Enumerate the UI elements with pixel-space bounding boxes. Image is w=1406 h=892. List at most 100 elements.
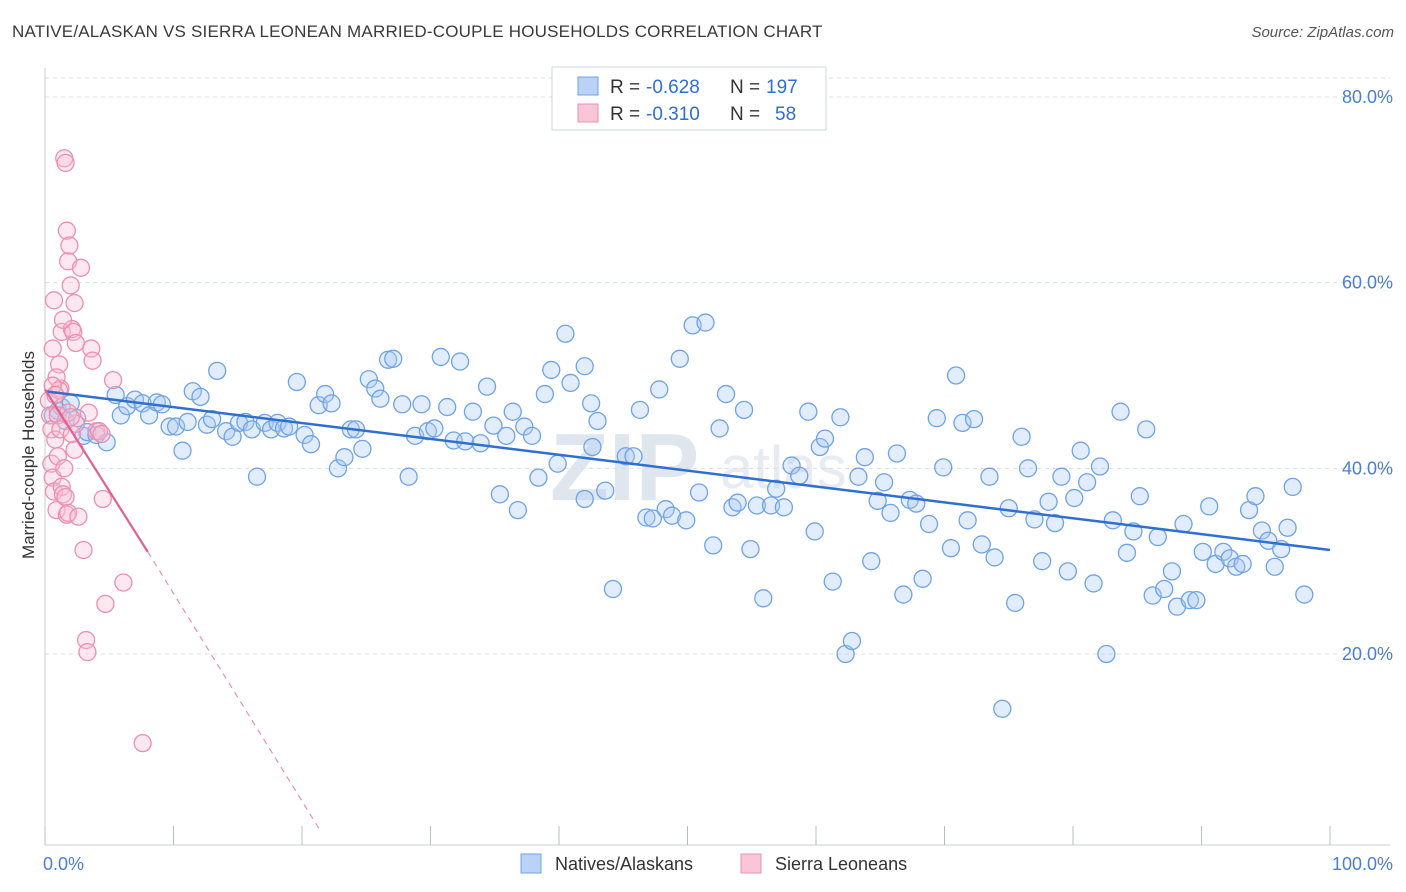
y-tick-label: 40.0% (1342, 458, 1393, 478)
point-natives (359, 370, 378, 389)
point-sierra (74, 540, 93, 560)
point-natives (450, 352, 470, 371)
point-natives (1065, 488, 1084, 508)
point-natives (1143, 586, 1162, 605)
point-natives (754, 589, 773, 608)
point-natives (710, 419, 729, 438)
point-natives (1012, 427, 1031, 446)
point-natives (208, 361, 227, 381)
point-natives (1058, 562, 1078, 581)
point-natives (799, 402, 818, 421)
point-natives (178, 412, 197, 432)
point-natives (887, 444, 907, 463)
legend-r-value-2: -0.310 (646, 104, 700, 125)
point-natives (980, 467, 999, 486)
point-sierra (40, 406, 60, 425)
point-natives (535, 384, 555, 404)
point-natives (412, 395, 431, 414)
legend-n-label-2: N = (730, 104, 760, 125)
point-natives (1155, 579, 1174, 599)
point-sierra (56, 487, 75, 507)
point-natives (704, 536, 723, 555)
point-natives (399, 467, 418, 486)
point-natives (1077, 473, 1097, 492)
point-natives (583, 437, 602, 457)
point-natives (247, 467, 267, 486)
point-natives (160, 417, 179, 436)
legend-r-label-1: R = (610, 77, 640, 98)
point-natives (964, 409, 984, 429)
point-natives (1097, 644, 1116, 664)
point-sierra (83, 351, 102, 370)
point-natives (815, 429, 835, 448)
point-natives (919, 514, 939, 534)
x-tick-label-min: 0.0% (43, 854, 84, 874)
point-natives (958, 511, 977, 530)
point-sierra (65, 293, 84, 313)
point-natives (1018, 459, 1038, 478)
point-natives (1148, 527, 1167, 547)
point-natives (378, 350, 398, 369)
point-sierra (52, 477, 71, 497)
point-sierra (58, 503, 78, 523)
point-natives (315, 384, 335, 404)
point-natives (1006, 593, 1025, 613)
bottom-legend-natives: Natives/Alaskans (555, 854, 693, 874)
point-natives (484, 416, 503, 435)
point-natives (728, 493, 747, 512)
point-natives (335, 448, 354, 467)
point-natives (581, 394, 601, 413)
point-natives (1103, 511, 1122, 530)
point-natives (689, 483, 709, 502)
point-natives (677, 511, 696, 530)
point-natives (425, 419, 444, 438)
point-natives (1162, 562, 1182, 581)
point-natives (166, 417, 186, 436)
point-natives (1090, 457, 1110, 476)
legend-r-value-1: -0.628 (646, 77, 700, 98)
point-natives (993, 699, 1012, 718)
point-natives (1137, 420, 1156, 439)
point-natives (438, 397, 457, 417)
point-natives (643, 509, 662, 528)
point-sierra (69, 507, 88, 526)
source-label: Source: ZipAtlas.com (1251, 24, 1394, 41)
point-natives (1295, 585, 1314, 604)
point-sierra (47, 500, 66, 520)
point-natives (934, 458, 953, 477)
point-natives (1071, 441, 1090, 460)
point-natives (548, 454, 567, 473)
point-natives (868, 491, 887, 510)
point-sierra (57, 221, 76, 240)
point-natives (366, 379, 385, 398)
point-natives (650, 380, 669, 399)
point-natives (508, 500, 528, 520)
point-natives (497, 426, 516, 445)
point-natives (1265, 557, 1284, 576)
point-natives (972, 535, 991, 554)
trendline-sierra-extension (147, 551, 322, 833)
point-natives (874, 473, 894, 492)
point-natives (328, 459, 348, 478)
y-tick-label: 80.0% (1342, 87, 1393, 107)
point-natives (946, 366, 966, 385)
point-natives (616, 447, 635, 466)
point-natives (529, 468, 548, 487)
point-sierra (96, 594, 115, 614)
point-natives (371, 389, 390, 408)
point-natives (575, 489, 594, 509)
stats-legend: R = -0.628 N = 197 R = -0.310 N = 58 (551, 66, 827, 131)
point-natives (431, 347, 450, 367)
point-sierra (61, 276, 80, 295)
point-natives (767, 479, 786, 498)
bottom-legend: Natives/Alaskans Sierra Leoneans (520, 853, 907, 874)
point-natives (774, 498, 794, 517)
bottom-legend-swatch-sierra (740, 853, 762, 874)
point-sierra (53, 310, 73, 329)
point-natives (603, 579, 623, 599)
point-natives (202, 409, 222, 429)
legend-n-label-1: N = (730, 77, 760, 98)
point-natives (477, 377, 497, 396)
legend-swatch-natives (577, 76, 599, 96)
chart-title: NATIVE/ALASKAN VS SIERRA LEONEAN MARRIED… (12, 22, 823, 41)
